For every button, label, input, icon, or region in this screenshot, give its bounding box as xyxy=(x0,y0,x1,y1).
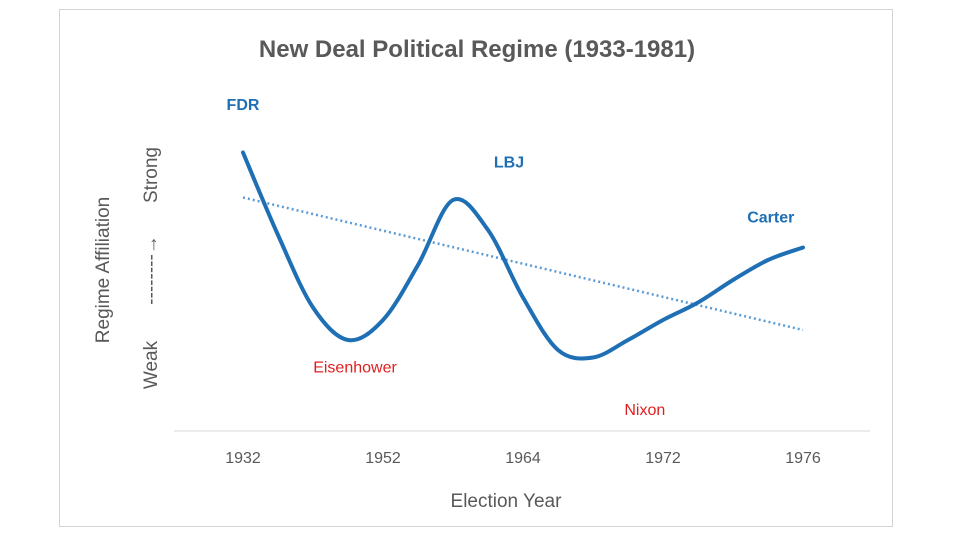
x-tick-label: 1972 xyxy=(645,450,681,467)
annotations: FDR Eisenhower LBJ Nixon Carter xyxy=(227,97,795,419)
regime-affiliation-line xyxy=(241,150,805,361)
x-tick-labels: 1932 1952 1964 1972 1976 xyxy=(225,450,821,467)
annotation-fdr: FDR xyxy=(227,97,260,114)
x-tick-label: 1964 xyxy=(505,450,541,467)
chart-title: New Deal Political Regime (1933-1981) xyxy=(259,36,695,63)
y-axis-title-group: Regime Affiliation xyxy=(93,197,114,343)
chart-svg: New Deal Political Regime (1933-1981) 19… xyxy=(93,36,870,512)
y-axis-arrow: --------→ xyxy=(141,235,162,305)
y-axis-strong-label: Strong xyxy=(141,147,162,203)
y-axis-title: Regime Affiliation xyxy=(93,197,114,343)
x-tick-label: 1932 xyxy=(225,450,261,467)
x-tick-label: 1976 xyxy=(785,450,821,467)
x-tick-label: 1952 xyxy=(365,450,401,467)
annotation-eisenhower: Eisenhower xyxy=(313,360,397,377)
x-axis-title: Election Year xyxy=(451,491,563,512)
annotation-lbj: LBJ xyxy=(494,155,524,172)
chart-frame: New Deal Political Regime (1933-1981) 19… xyxy=(59,9,893,527)
y-axis-scale-group: Weak --------→ Strong xyxy=(141,147,162,389)
y-axis-weak-label: Weak xyxy=(141,340,162,389)
trend-line xyxy=(242,196,804,332)
annotation-nixon: Nixon xyxy=(624,402,665,419)
annotation-carter: Carter xyxy=(747,210,794,227)
